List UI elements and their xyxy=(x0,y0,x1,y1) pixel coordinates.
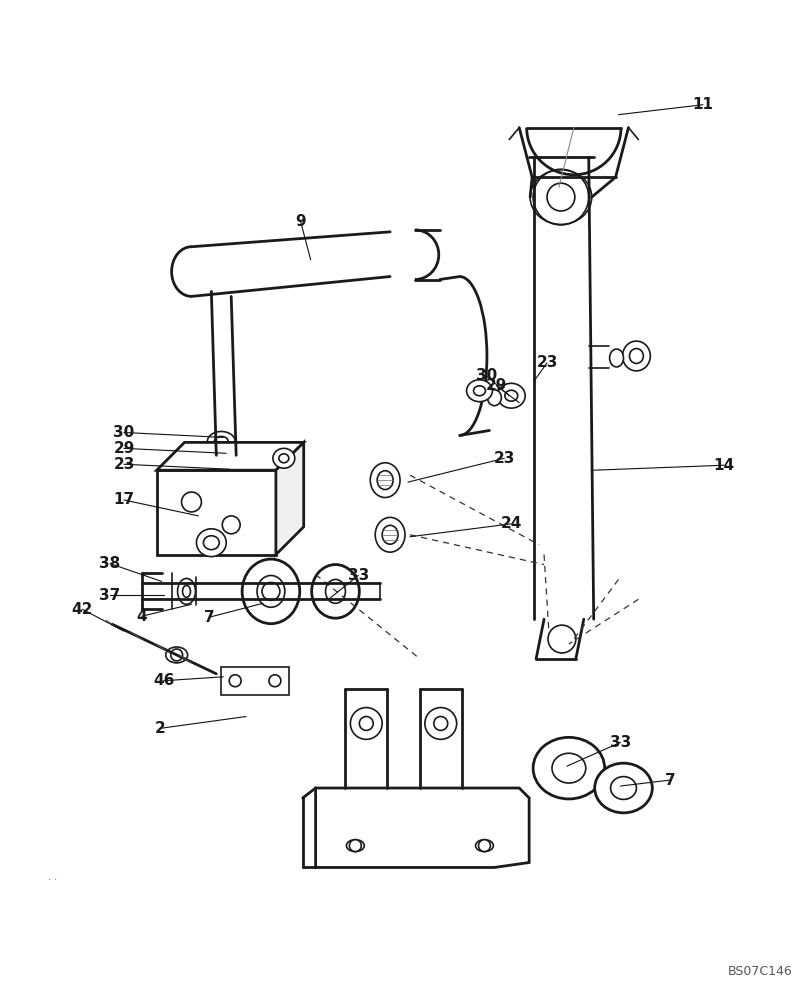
Ellipse shape xyxy=(325,579,345,603)
Text: 9: 9 xyxy=(295,214,306,229)
Ellipse shape xyxy=(272,448,294,468)
Text: 7: 7 xyxy=(664,773,675,788)
Text: 37: 37 xyxy=(99,588,121,603)
Text: 23: 23 xyxy=(536,355,557,370)
Text: 46: 46 xyxy=(152,673,174,688)
Ellipse shape xyxy=(375,517,405,552)
Ellipse shape xyxy=(629,349,642,363)
Ellipse shape xyxy=(165,647,187,663)
Text: 2: 2 xyxy=(154,721,165,736)
Text: 42: 42 xyxy=(71,602,92,617)
Ellipse shape xyxy=(475,840,493,852)
Ellipse shape xyxy=(504,390,517,401)
Circle shape xyxy=(222,516,240,534)
Text: 38: 38 xyxy=(99,556,121,571)
Ellipse shape xyxy=(311,565,359,618)
Polygon shape xyxy=(315,788,529,867)
Ellipse shape xyxy=(594,763,651,813)
Text: 29: 29 xyxy=(485,378,506,393)
Circle shape xyxy=(359,717,373,730)
Circle shape xyxy=(229,675,241,687)
Text: 17: 17 xyxy=(114,492,135,508)
Polygon shape xyxy=(276,442,303,555)
Ellipse shape xyxy=(213,448,229,468)
Text: . .: . . xyxy=(48,872,57,882)
Text: 33: 33 xyxy=(347,568,368,583)
Text: 7: 7 xyxy=(204,610,214,625)
Ellipse shape xyxy=(610,777,636,799)
Text: BS07C146: BS07C146 xyxy=(727,965,792,978)
Circle shape xyxy=(478,840,490,852)
Ellipse shape xyxy=(382,525,397,544)
Ellipse shape xyxy=(257,575,285,607)
Ellipse shape xyxy=(214,436,228,446)
Bar xyxy=(157,470,276,555)
Ellipse shape xyxy=(196,529,226,557)
Ellipse shape xyxy=(178,578,195,604)
Ellipse shape xyxy=(370,463,400,498)
Ellipse shape xyxy=(497,383,525,408)
Polygon shape xyxy=(157,442,303,470)
Circle shape xyxy=(433,717,447,730)
Ellipse shape xyxy=(622,341,650,371)
Text: 30: 30 xyxy=(114,425,135,440)
Text: 24: 24 xyxy=(500,516,521,531)
Ellipse shape xyxy=(473,386,485,396)
Ellipse shape xyxy=(182,585,191,597)
Circle shape xyxy=(424,708,456,739)
Circle shape xyxy=(170,649,182,661)
Text: 11: 11 xyxy=(692,97,713,112)
Ellipse shape xyxy=(530,170,591,224)
Ellipse shape xyxy=(242,559,299,624)
Circle shape xyxy=(349,840,361,852)
Ellipse shape xyxy=(533,737,604,799)
Ellipse shape xyxy=(346,840,364,852)
Text: 4: 4 xyxy=(136,609,147,624)
Ellipse shape xyxy=(278,454,289,463)
Ellipse shape xyxy=(207,431,235,451)
Ellipse shape xyxy=(203,536,219,550)
Ellipse shape xyxy=(466,380,491,402)
Circle shape xyxy=(262,582,280,600)
Ellipse shape xyxy=(487,390,500,406)
Ellipse shape xyxy=(609,349,623,367)
Circle shape xyxy=(547,183,574,211)
Text: 14: 14 xyxy=(712,458,733,473)
Ellipse shape xyxy=(551,753,585,783)
Circle shape xyxy=(268,675,281,687)
Circle shape xyxy=(182,492,201,512)
Text: 33: 33 xyxy=(609,735,630,750)
Text: 23: 23 xyxy=(113,457,135,472)
Circle shape xyxy=(350,708,382,739)
Text: 23: 23 xyxy=(493,451,514,466)
Text: 29: 29 xyxy=(113,441,135,456)
Ellipse shape xyxy=(206,464,236,486)
Ellipse shape xyxy=(214,470,228,480)
Bar xyxy=(221,667,289,695)
Text: 30: 30 xyxy=(475,368,496,383)
Ellipse shape xyxy=(377,471,393,490)
